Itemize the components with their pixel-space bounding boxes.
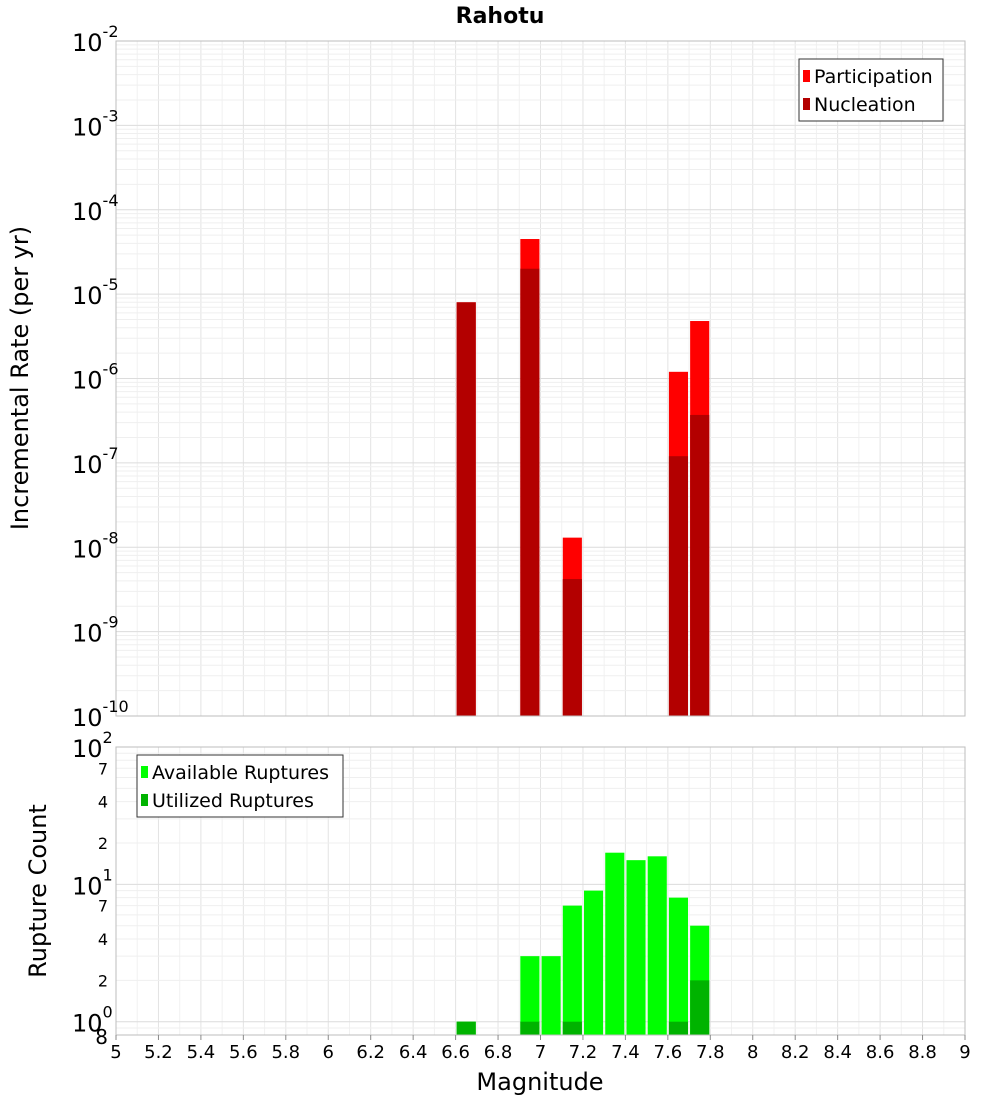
x-tick-label: 8.4 bbox=[823, 1042, 852, 1063]
x-tick-label: 5.2 bbox=[144, 1042, 173, 1063]
bottom-y-tick-major-label: 102 bbox=[72, 728, 113, 763]
bottom-bar-a-3 bbox=[562, 905, 582, 1035]
legend-entry: Participation bbox=[814, 66, 933, 88]
x-axis-ticks: 5 5.2 5.4 5.6 5.8 6 6.2 6.4 6.6 6.8 7 7.2 7.4 7.6 7.8 8… bbox=[110, 1035, 971, 1063]
legend-entry: Nucleation bbox=[814, 94, 916, 116]
bottom-y-tick-major-label: 100 bbox=[72, 1003, 113, 1038]
bottom-bar-b-0 bbox=[456, 1021, 476, 1035]
x-tick-label: 6.6 bbox=[441, 1042, 470, 1063]
top-y-tick-label: 10-6 bbox=[72, 360, 119, 395]
bottom-bar-a-1 bbox=[520, 956, 540, 1035]
bottom-bar-a-2 bbox=[541, 956, 561, 1035]
top-y-tick-label: 10-3 bbox=[72, 106, 119, 141]
bottom-bar-a-6 bbox=[626, 860, 646, 1035]
bottom-y-tick-major-label: 101 bbox=[72, 865, 113, 900]
legend-entry: Available Ruptures bbox=[152, 762, 329, 784]
bottom-bar-b-3 bbox=[668, 1021, 689, 1035]
bottom-bar-b-2 bbox=[562, 1021, 582, 1035]
x-tick-label: 8 bbox=[747, 1042, 758, 1063]
bottom-y-tick-minor-label: 2 bbox=[98, 834, 108, 853]
x-tick-label: 7 bbox=[535, 1042, 546, 1063]
x-tick-label: 7.6 bbox=[654, 1042, 683, 1063]
top-bar-b-3 bbox=[668, 456, 689, 716]
legend-entry: Utilized Ruptures bbox=[152, 790, 314, 812]
bottom-y-tick-minor-label: 4 bbox=[98, 793, 108, 812]
x-tick-label: 5.8 bbox=[271, 1042, 300, 1063]
legend-swatch bbox=[803, 70, 810, 82]
legend-swatch bbox=[141, 766, 148, 778]
bottom-plot-bars bbox=[456, 852, 710, 1035]
bottom-y-axis-label: Rupture Count bbox=[24, 804, 52, 978]
bottom-bar-a-4 bbox=[584, 890, 604, 1035]
top-bar-b-1 bbox=[520, 268, 540, 716]
x-tick-label: 6.8 bbox=[484, 1042, 513, 1063]
x-tick-label: 5.4 bbox=[187, 1042, 216, 1063]
legend-swatch bbox=[141, 794, 148, 806]
bottom-y-tick-minor-label: 7 bbox=[98, 759, 108, 778]
x-tick-label: 5 bbox=[110, 1042, 121, 1063]
x-tick-label: 7.4 bbox=[611, 1042, 640, 1063]
x-tick-label: 6 bbox=[323, 1042, 334, 1063]
top-y-tick-label: 10-8 bbox=[72, 528, 119, 563]
legend-swatch bbox=[803, 98, 810, 110]
x-axis-label: Magnitude bbox=[476, 1068, 603, 1096]
legend-box bbox=[798, 58, 944, 122]
x-tick-label: 7.2 bbox=[569, 1042, 598, 1063]
bottom-bar-a-7 bbox=[647, 856, 667, 1035]
x-tick-label: 9 bbox=[959, 1042, 970, 1063]
legend-box bbox=[136, 754, 344, 818]
x-tick-label: 8.6 bbox=[866, 1042, 895, 1063]
x-tick-label: 6.2 bbox=[356, 1042, 385, 1063]
top-bar-b-4 bbox=[690, 414, 710, 716]
top-y-tick-label: 10-10 bbox=[72, 697, 129, 732]
top-y-tick-label: 10-7 bbox=[72, 444, 119, 479]
bottom-y-tick-minor-label: 4 bbox=[98, 930, 108, 949]
top-plot-frame bbox=[115, 40, 966, 717]
bottom-legend: Available Ruptures Utilized Ruptures bbox=[136, 754, 344, 818]
x-tick-label: 7.8 bbox=[696, 1042, 725, 1063]
top-y-tick-label: 10-9 bbox=[72, 613, 119, 648]
top-y-tick-label: 10-5 bbox=[72, 275, 119, 310]
top-legend: Participation Nucleation bbox=[798, 58, 944, 122]
bottom-bar-b-4 bbox=[690, 980, 710, 1035]
x-tick-label: 8.8 bbox=[908, 1042, 937, 1063]
x-tick-label: 8.2 bbox=[781, 1042, 810, 1063]
top-y-tick-label: 10-2 bbox=[72, 22, 119, 57]
chart-title: Rahotu bbox=[456, 4, 545, 29]
top-y-axis-label: Incremental Rate (per yr) bbox=[6, 226, 34, 530]
top-plot-bars bbox=[456, 239, 710, 716]
top-bar-b-0 bbox=[456, 302, 476, 716]
bottom-y-tick-minor-label: 2 bbox=[98, 971, 108, 990]
bottom-y-axis-ticks: 102 101 100 7 4 2 7 4 2 8 bbox=[72, 728, 113, 1049]
bottom-bar-b-1 bbox=[520, 1021, 540, 1035]
x-tick-label: 5.6 bbox=[229, 1042, 258, 1063]
top-y-axis-ticks: 10-2 10-3 10-4 10-5 10-6 10-7 10-8 10-9 10-10 bbox=[72, 22, 129, 732]
top-plot-grid bbox=[115, 40, 966, 717]
top-bar-b-2 bbox=[562, 579, 582, 716]
bottom-y-tick-minor-label: 8 bbox=[95, 1025, 108, 1049]
top-y-tick-label: 10-4 bbox=[72, 191, 119, 226]
x-tick-label: 6.4 bbox=[399, 1042, 428, 1063]
bottom-bar-a-8 bbox=[668, 897, 689, 1035]
bottom-y-tick-minor-label: 7 bbox=[98, 897, 108, 916]
bottom-bar-a-5 bbox=[605, 852, 625, 1035]
